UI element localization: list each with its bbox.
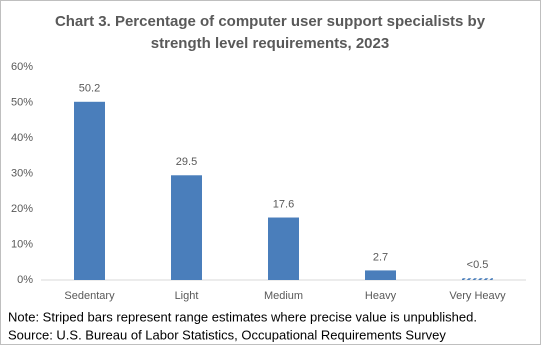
x-tick-label: Medium [264,290,303,302]
bar [462,278,493,280]
y-tick-label: 30% [11,167,33,179]
x-tick-label: Heavy [365,290,397,302]
x-tick-label: Very Heavy [449,290,506,302]
y-tick-label: 0% [17,274,33,286]
value-label: 2.7 [373,251,388,263]
y-tick-label: 20% [11,203,33,215]
y-tick-label: 60% [11,61,33,73]
chart-subtitle: strength level requirements, 2023 [151,35,389,52]
value-label: <0.5 [467,259,489,271]
value-label: 17.6 [273,198,294,210]
y-tick-label: 50% [11,96,33,108]
y-tick-label: 40% [11,132,33,144]
bar [268,217,299,280]
bar [74,101,105,280]
chart-title: Chart 3. Percentage of computer user sup… [55,13,486,30]
x-tick-label: Light [175,290,199,302]
x-tick-label: Sedentary [64,290,115,302]
value-label: 29.5 [176,156,197,168]
y-tick-label: 10% [11,238,33,250]
bar [365,270,396,280]
value-label: 50.2 [79,83,100,95]
source: Source: U.S. Bureau of Labor Statistics,… [8,327,446,342]
bar [171,175,202,280]
note: Note: Striped bars represent range estim… [8,309,477,324]
